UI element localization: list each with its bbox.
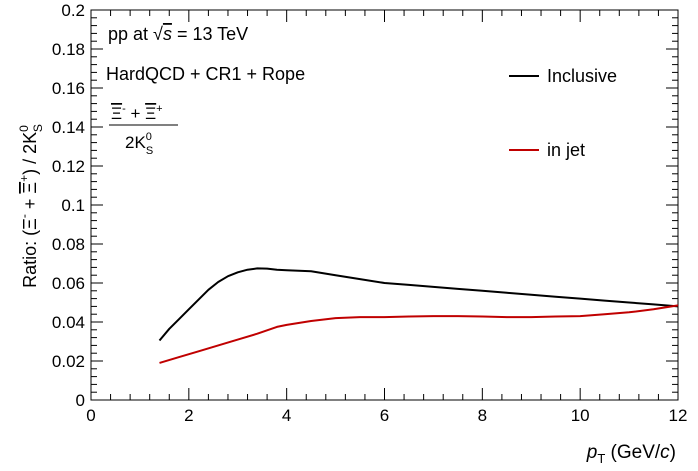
x-tick-label: 6 [380, 406, 389, 425]
y-axis-title: Ratio: (Ξ- + Ξ+) / 2K0S [17, 124, 45, 288]
y-tick-label: 0.08 [52, 235, 85, 254]
y-tick-label: 0.14 [52, 118, 85, 137]
x-tick-label: 12 [669, 406, 688, 425]
fraction-numerator: Ξ- + Ξ+ [111, 103, 163, 123]
x-tick-label: 10 [571, 406, 590, 425]
y-tick-label: 0.02 [52, 352, 85, 371]
x-tick-label: 8 [478, 406, 487, 425]
y-tick-label: 0.04 [52, 313, 85, 332]
series-line-in-jet [159, 304, 679, 364]
x-axis-ticks: 0 2 4 6 8 10 12 [86, 10, 687, 425]
x-tick-label: 4 [282, 406, 291, 425]
x-axis-title: pT (GeV/c) [586, 442, 676, 466]
fraction-denominator: 2K0 S [125, 131, 153, 157]
y-tick-label: 0.18 [52, 40, 85, 59]
y-tick-label: 0.1 [61, 196, 85, 215]
legend-label-in-jet: in jet [547, 140, 585, 160]
y-tick-label: 0.16 [52, 79, 85, 98]
x-tick-label: 0 [86, 406, 95, 425]
energy-annotation: pp at √s = 13 TeV [108, 24, 248, 44]
legend-label-inclusive: Inclusive [547, 66, 617, 86]
y-tick-label: 0 [76, 391, 85, 410]
svg-text:Ratio: (Ξ- + Ξ+) / 2K0S: Ratio: (Ξ- + Ξ+) / 2K0S [17, 124, 45, 288]
x-tick-label: 2 [184, 406, 193, 425]
series-line-inclusive [158, 267, 679, 342]
y-tick-label: 0.12 [52, 157, 85, 176]
y-tick-label: 0.06 [52, 274, 85, 293]
series-layer [158, 267, 679, 364]
legend: Inclusive in jet [509, 66, 617, 160]
y-tick-label: 0.2 [61, 1, 85, 20]
model-annotation: HardQCD + CR1 + Rope [106, 64, 305, 84]
ratio-fraction: Ξ- + Ξ+ 2K0 S [109, 103, 178, 157]
y-axis-ticks: 0 0.02 0.04 0.06 0.08 0.1 0.12 0.14 0.16 0.18 0.2 [52, 1, 678, 410]
